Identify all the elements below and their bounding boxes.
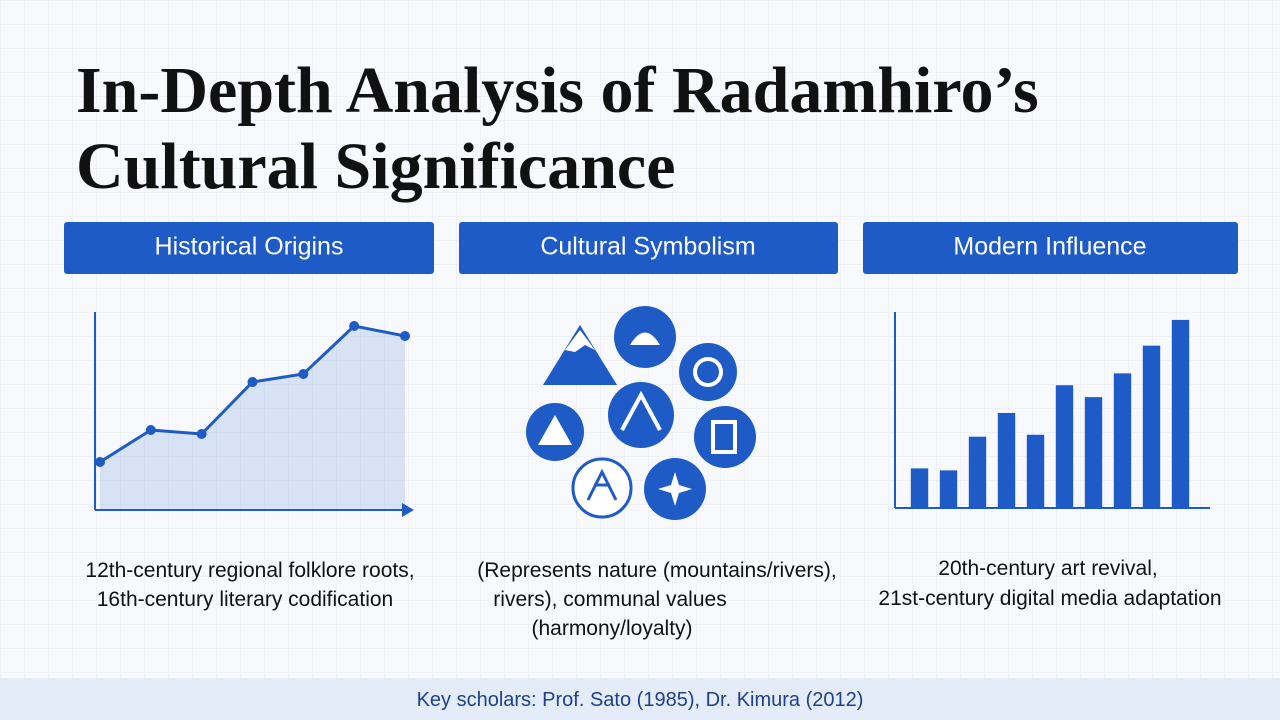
bar [1142,345,1161,508]
line-point [349,321,360,331]
bar [1171,319,1190,508]
axis-arrow [402,503,414,517]
icon-circle [679,343,737,401]
tent-glyph [538,415,572,445]
line-point [247,377,258,387]
caption-line: (harmony/loyalty) [531,617,692,640]
symbol-icons [526,306,756,520]
flower-glyph [658,472,692,506]
bar [910,468,929,508]
bar [1084,397,1103,508]
line-point [298,369,309,379]
book-glyph [711,420,737,454]
footer-band [0,678,1280,720]
bar [997,412,1016,508]
line-point [196,429,207,439]
caption-line: 12th-century regional folklore roots, [85,559,414,582]
line-point [145,425,156,435]
line-area [100,326,405,510]
section-heading: Historical Origins [155,233,344,261]
bar [1113,373,1132,508]
bar [968,436,987,508]
caption-line: 20th-century art revival, [938,557,1157,580]
section-header [863,222,1238,274]
line-point [400,331,410,341]
section-heading: Cultural Symbolism [540,233,755,261]
section-heading: Modern Influence [953,233,1146,261]
figure-glyph [620,390,662,431]
section-header [64,222,434,274]
mountain-icon [543,325,617,385]
tree-glyph [586,468,618,501]
caption-line: 21st-century digital media adaptation [878,587,1221,610]
leaf-glyph [630,332,660,345]
bar [1026,434,1045,508]
footer: Key scholars: Prof. Sato (1985), Dr. Kim… [417,689,864,711]
caption-line: 16th-century literary codification [97,588,393,611]
icon-circle [608,382,674,448]
line-point [95,457,105,467]
title-line: In-Depth Analysis of Radamhiro’s [76,54,1039,127]
section-header [459,222,838,274]
icon-circle [694,406,756,468]
bar [1055,385,1074,508]
caption-line: rivers), communal values [493,588,726,611]
swirl-glyph [693,357,723,387]
title-line: Cultural Significance [76,130,676,203]
mountain-snow [565,330,595,352]
icon-circle [571,457,633,519]
bar [939,470,958,508]
caption-line: (Represents nature (mountains/rivers), [477,559,836,582]
